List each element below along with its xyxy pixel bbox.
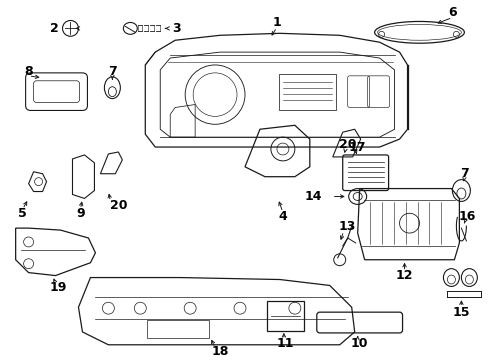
Text: 3: 3 [171,22,180,35]
Text: 18: 18 [211,345,228,358]
Text: 10: 10 [350,337,367,350]
Text: 13: 13 [338,220,356,233]
Text: 9: 9 [76,207,84,220]
Text: 11: 11 [276,337,293,350]
Text: 12: 12 [395,269,412,282]
Text: 15: 15 [452,306,469,319]
Text: 6: 6 [447,6,456,19]
Text: 4: 4 [278,210,286,223]
Text: 1: 1 [272,16,281,29]
Text: 5: 5 [18,207,27,220]
Text: 19: 19 [50,281,67,294]
Text: 20: 20 [109,199,127,212]
Text: 7: 7 [459,167,468,180]
Text: 8: 8 [24,66,33,78]
Text: 7: 7 [108,66,117,78]
Text: 16: 16 [458,210,475,223]
Text: 17: 17 [348,140,366,153]
Text: 20: 20 [338,138,356,150]
Text: 2: 2 [50,22,59,35]
Text: 14: 14 [304,190,321,203]
